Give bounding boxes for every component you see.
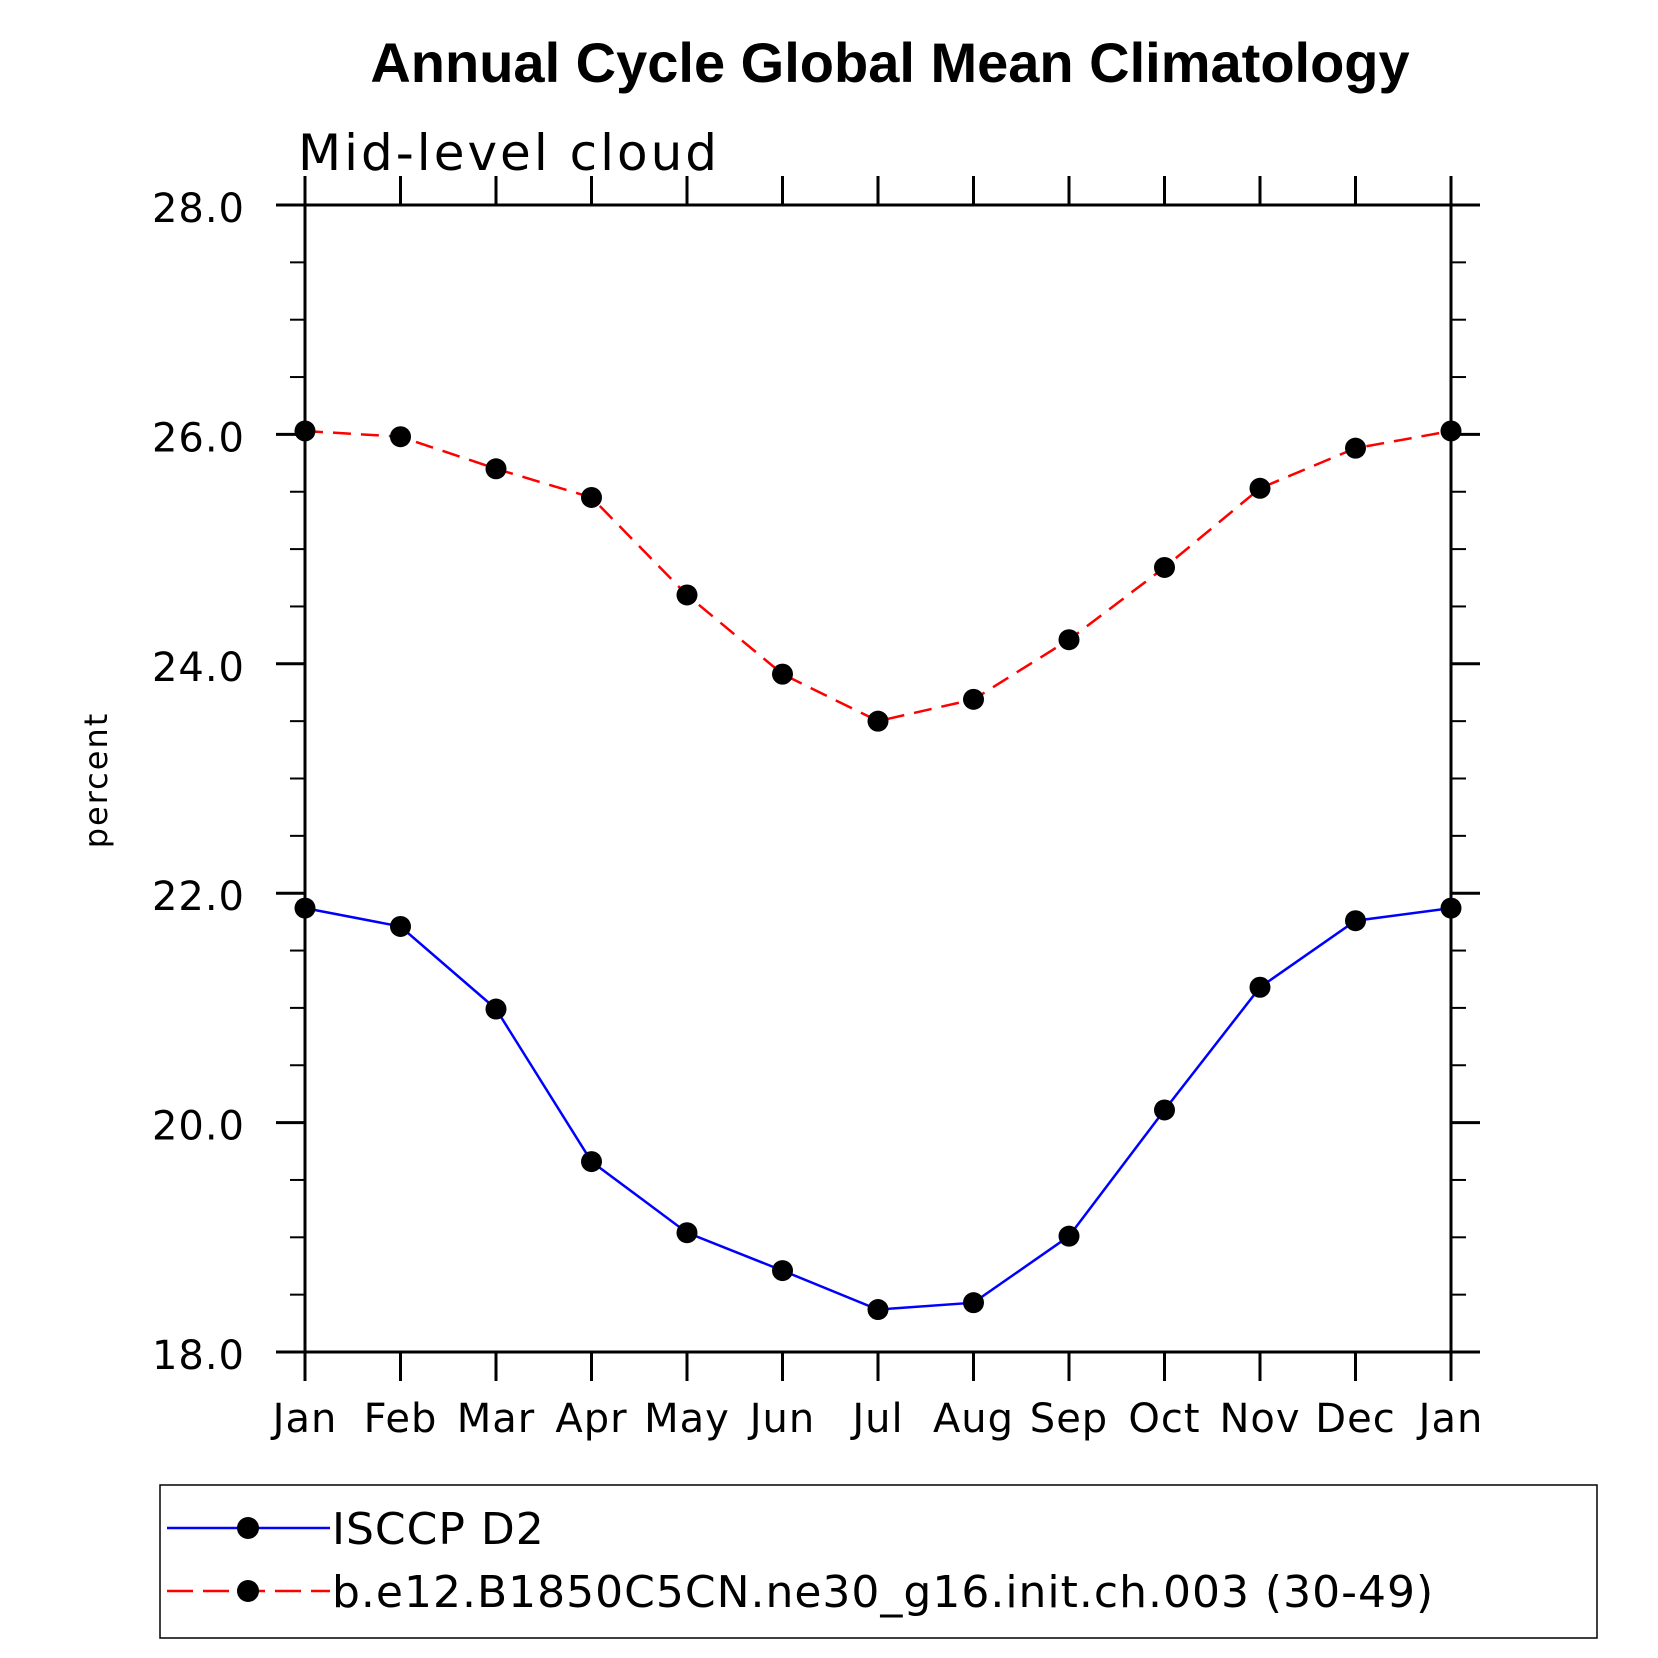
legend-box: [159, 1484, 1598, 1639]
data-point: [581, 486, 602, 508]
x-tick-label: Dec: [1315, 1396, 1395, 1442]
legend-label-model: b.e12.B1850C5CN.ne30_g16.init.ch.003 (30…: [332, 1567, 1434, 1618]
data-point: [963, 1292, 984, 1314]
data-point: [963, 688, 984, 710]
series-layer: [294, 420, 1462, 1321]
data-point: [867, 710, 889, 732]
x-tick-label: Feb: [364, 1396, 438, 1442]
data-point: [1058, 629, 1080, 651]
legend-label-isccp: ISCCP D2: [332, 1504, 545, 1555]
data-point: [1249, 477, 1271, 499]
data-point: [676, 584, 698, 606]
x-tick-label: Nov: [1219, 1396, 1300, 1442]
data-point: [1345, 437, 1366, 459]
x-tick-label: May: [644, 1396, 730, 1442]
x-tick-label: Jan: [270, 1396, 338, 1442]
data-point: [390, 426, 411, 448]
data-point: [867, 1299, 889, 1321]
y-tick-label: 22.0: [152, 874, 245, 920]
x-tick-label: Mar: [457, 1396, 535, 1442]
data-point: [1440, 420, 1462, 442]
data-point: [294, 897, 316, 919]
plot-frame: [303, 203, 1453, 1354]
data-point: [1058, 1225, 1080, 1247]
x-tick-label: Jun: [747, 1396, 816, 1442]
y-tick-labels: 18.0 20.0 22.0 24.0 26.0 28.0: [152, 186, 245, 1379]
data-point: [390, 915, 411, 937]
x-tick-label: Apr: [555, 1396, 627, 1442]
data-point: [676, 1222, 698, 1244]
legend: ISCCP D2 b.e12.B1850C5CN.ne30_g16.init.c…: [159, 1484, 1598, 1639]
data-point: [1345, 910, 1366, 932]
x-tick-label: Jan: [1416, 1396, 1484, 1442]
legend-marker-isccp: [237, 1517, 259, 1539]
data-point: [772, 1260, 793, 1282]
y-tick-label: 18.0: [152, 1333, 245, 1379]
series-line: [304, 429, 1452, 723]
series-line: [304, 906, 1452, 1311]
axis-ticks: [276, 176, 1480, 1381]
x-tick-label: Oct: [1128, 1396, 1200, 1442]
y-tick-label: 20.0: [152, 1104, 245, 1150]
x-tick-label: Jul: [849, 1396, 903, 1442]
data-point: [1249, 976, 1271, 998]
data-point: [485, 458, 507, 480]
x-tick-label: Aug: [933, 1396, 1014, 1442]
data-point: [294, 420, 316, 442]
x-tick-label: Sep: [1030, 1396, 1108, 1442]
data-point: [772, 663, 793, 685]
data-point: [485, 998, 507, 1020]
data-point: [581, 1151, 602, 1173]
y-tick-label: 28.0: [152, 186, 245, 232]
data-point: [1154, 556, 1175, 578]
chart-title: Annual Cycle Global Mean Climatology: [370, 31, 1409, 94]
x-tick-labels: Jan Feb Mar Apr May Jun Jul Aug Sep Oct Nov Dec Jan: [270, 1396, 1484, 1442]
y-tick-label: 26.0: [152, 415, 245, 461]
y-tick-label: 24.0: [152, 645, 245, 691]
chart-subtitle: Mid-level cloud: [298, 124, 720, 182]
data-point: [1154, 1099, 1175, 1121]
y-axis-label: percent: [77, 712, 115, 849]
data-point: [1440, 897, 1462, 919]
legend-marker-model: [237, 1580, 259, 1602]
